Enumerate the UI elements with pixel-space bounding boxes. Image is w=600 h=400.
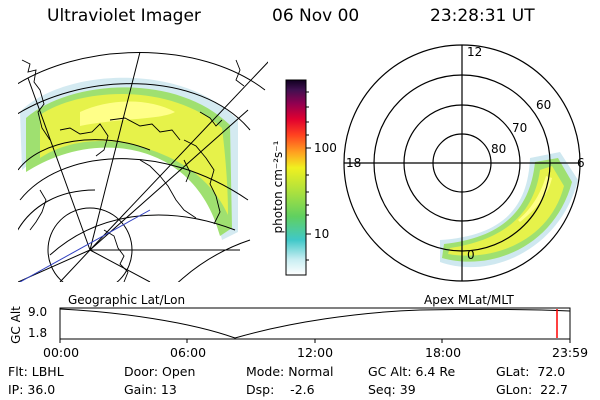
left-map-caption: Geographic Lat/Lon [68, 293, 186, 307]
ip-info: IP: 36.0 [8, 382, 56, 397]
mlat-label-80: 80 [491, 142, 507, 156]
door-info: Door: Open [124, 364, 196, 379]
altitude-curve [59, 308, 571, 339]
colorbar [285, 79, 307, 276]
altitude-plot [59, 307, 571, 343]
dsp-info: Dsp: -2.6 [246, 382, 315, 397]
xtick-0000: 00:00 [43, 345, 80, 360]
xtick-2359: 23:59 [552, 345, 589, 360]
gc-alt-info: GC Alt: 6.4 Re [368, 364, 456, 379]
right-map-caption: Apex MLat/MLT [424, 293, 514, 307]
seq-info: Seq: 39 [368, 382, 416, 397]
altitude-ylabel: GC Alt [9, 306, 23, 344]
ytick-1.8: 1.8 [28, 326, 48, 340]
xtick-1200: 12:00 [297, 345, 334, 360]
terminator-line [19, 209, 151, 282]
polar-map [343, 44, 581, 282]
gain-info: Gain: 13 [124, 382, 177, 397]
mode-info: Mode: Normal [246, 364, 334, 379]
colorbar-tick-100: 100 [314, 141, 337, 155]
mlat-label-70: 70 [512, 121, 528, 135]
xtick-0600: 06:00 [170, 345, 207, 360]
mlt-label-12: 12 [467, 45, 483, 59]
ytick-9: 9.0 [28, 305, 48, 319]
mlt-label-6: 6 [577, 156, 585, 170]
colorbar-unit-label: photon cm⁻²s⁻¹ [271, 140, 285, 234]
xtick-1800: 18:00 [425, 345, 462, 360]
filter-info: Flt: LBHL [8, 364, 64, 379]
mlt-label-0: 0 [467, 248, 475, 262]
colorbar-tick-10: 10 [314, 227, 330, 241]
instrument-title: Ultraviolet Imager [47, 6, 201, 26]
mlt-label-18: 18 [346, 156, 362, 170]
date-label: 06 Nov 00 [272, 6, 360, 26]
geographic-map [18, 51, 268, 282]
mlat-label-60: 60 [536, 98, 552, 112]
time-label: 23:28:31 UT [430, 6, 535, 26]
glon-info: GLon: 22.7 [496, 382, 568, 397]
glat-info: GLat: 72.0 [496, 364, 566, 379]
